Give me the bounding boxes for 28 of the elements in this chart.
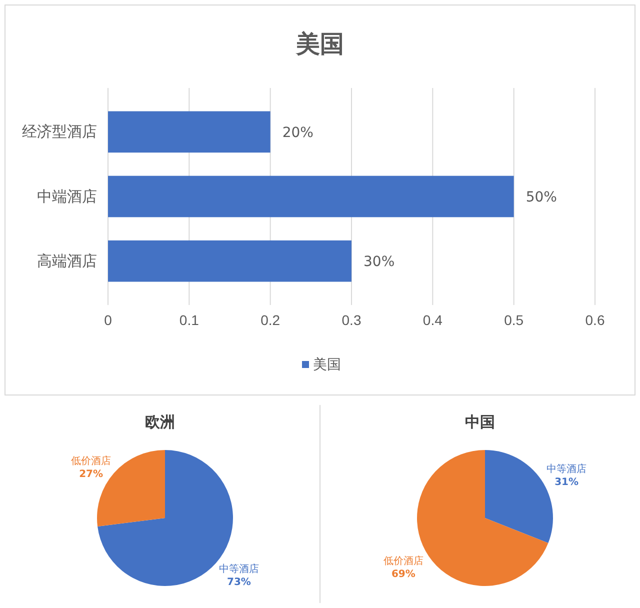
slice-label: 低价酒店 xyxy=(383,554,424,567)
chart-title: 美国 xyxy=(295,30,344,58)
chart-title: 中国 xyxy=(465,413,495,431)
x-tick-label: 0 xyxy=(104,312,112,328)
data-label: 73% xyxy=(226,576,251,588)
legend-label: 美国 xyxy=(313,357,341,373)
data-label: 31% xyxy=(554,477,579,488)
data-label: 20% xyxy=(282,124,314,141)
y-tick-label: 经济型酒店 xyxy=(22,124,97,141)
y-tick-label: 高端酒店 xyxy=(37,252,97,270)
slice-label: 中等酒店 xyxy=(218,562,259,575)
data-label: 30% xyxy=(364,254,395,270)
x-tick-label: 0.5 xyxy=(504,312,524,328)
data-label: 69% xyxy=(391,568,416,580)
chart-title: 欧洲 xyxy=(145,413,175,431)
x-tick-label: 0.1 xyxy=(179,312,200,328)
data-label: 27% xyxy=(79,469,104,480)
x-tick-label: 0.4 xyxy=(422,312,443,328)
bar xyxy=(108,111,270,153)
slice-label: 低价酒店 xyxy=(71,455,112,468)
y-tick-label: 中端酒店 xyxy=(37,188,97,206)
data-label: 50% xyxy=(526,190,557,206)
bar xyxy=(108,240,352,282)
slice-label: 中等酒店 xyxy=(546,463,587,476)
x-tick-label: 0.3 xyxy=(342,312,362,328)
x-tick-label: 0.6 xyxy=(585,312,605,328)
x-tick-label: 0.2 xyxy=(260,312,280,328)
bar xyxy=(108,176,514,218)
